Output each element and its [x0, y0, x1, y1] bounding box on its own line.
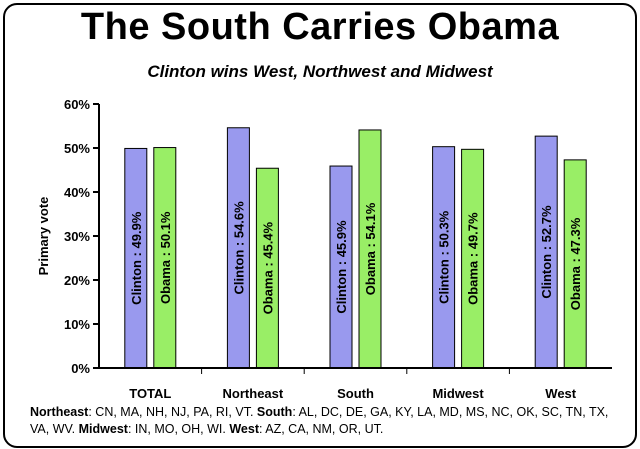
- bar-value-label: Obama : 45.4%: [260, 221, 275, 314]
- bar-value-label: Obama : 50.1%: [158, 211, 173, 304]
- note-region-south: South: [256, 405, 293, 419]
- bar-value-label: Clinton : 50.3%: [437, 210, 452, 304]
- x-tick-label: Midwest: [432, 386, 484, 401]
- x-tick-label: TOTAL: [129, 386, 171, 401]
- x-tick-label: Northeast: [223, 386, 284, 401]
- y-tick-label: 60%: [64, 97, 90, 112]
- note-region-midwest: Midwest: [78, 422, 128, 436]
- y-tick-label: 50%: [64, 141, 90, 156]
- bar-value-label: Obama : 47.3%: [568, 217, 583, 310]
- note-states-northeast: CN, MA, NH, NJ, PA, RI, VT.: [95, 405, 254, 419]
- bar-value-label: Obama : 54.1%: [363, 202, 378, 295]
- x-tick-label: West: [545, 386, 576, 401]
- chart-title: The South Carries Obama: [80, 6, 560, 48]
- note-states-west: AZ, CA, NM, OR, UT.: [265, 422, 384, 436]
- note-region-northeast: Northeast: [30, 405, 89, 419]
- chart-subtitle: Clinton wins West, Northwest and Midwest: [147, 62, 493, 81]
- bar-value-label: Clinton : 45.9%: [334, 220, 349, 314]
- note-states-midwest: IN, MO, OH, WI.: [134, 422, 226, 436]
- y-tick-label: 20%: [64, 273, 90, 288]
- bar-value-label: Clinton : 49.9%: [129, 211, 144, 305]
- bar-value-label: Obama : 49.7%: [466, 212, 481, 305]
- bar-value-label: Clinton : 54.6%: [231, 201, 246, 295]
- region-notes: Northeast: CN, MA, NH, NJ, PA, RI, VT. S…: [30, 405, 609, 436]
- note-states-south: AL, DC, DE, GA, KY, LA, MD, MS, NC, OK, …: [30, 405, 609, 436]
- y-tick-label: 40%: [64, 185, 90, 200]
- bar-value-label: Clinton : 52.7%: [539, 205, 554, 299]
- y-tick-label: 0%: [71, 361, 90, 376]
- y-tick-label: 30%: [64, 229, 90, 244]
- bar-chart: Primary vote 0% 10% 20% 30% 40% 50% 60% Clinton …: [36, 97, 612, 401]
- note-region-west: West: [229, 422, 259, 436]
- y-axis-label: Primary vote: [36, 197, 51, 276]
- chart-frame: [3, 3, 637, 448]
- y-tick-label: 10%: [64, 317, 90, 332]
- x-tick-label: South: [337, 386, 374, 401]
